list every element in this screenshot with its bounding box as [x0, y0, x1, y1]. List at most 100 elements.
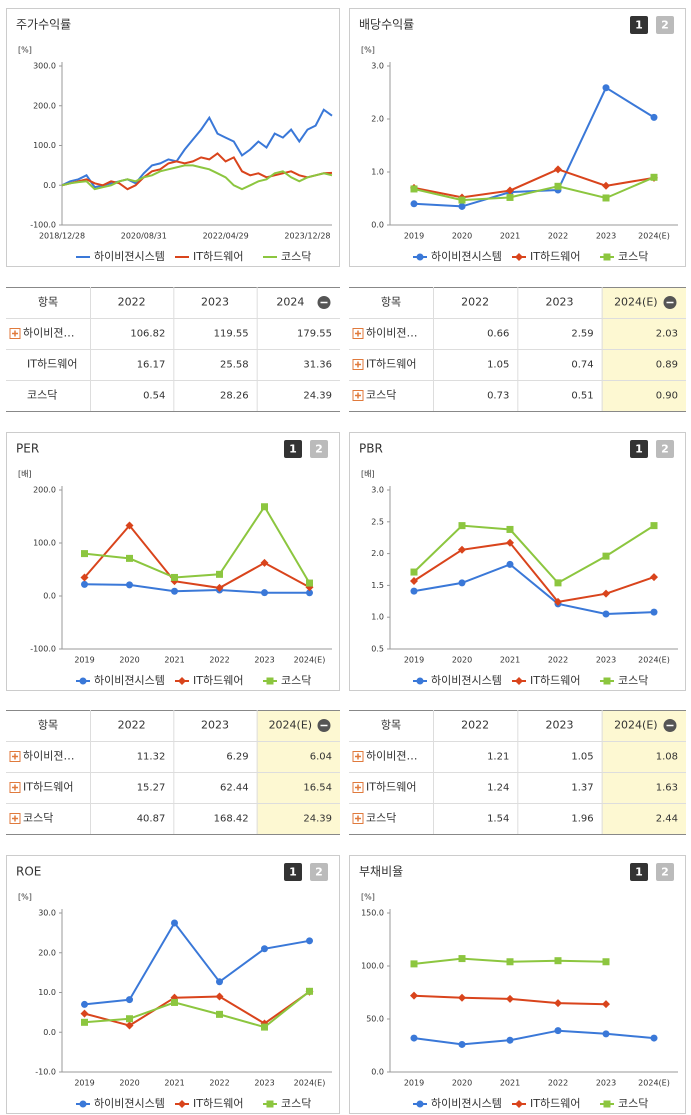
table-cell: 106.82: [130, 329, 165, 340]
expand-plus[interactable]: [12, 815, 18, 822]
y-tick-label: 10.0: [38, 988, 56, 997]
expand-plus[interactable]: [12, 330, 18, 337]
unit-label: [배]: [18, 470, 32, 479]
table-cell: 31.36: [303, 360, 332, 371]
page-button[interactable]: [630, 16, 648, 34]
expand-plus[interactable]: [355, 815, 361, 822]
point: [458, 993, 466, 1002]
x-tick-label: 2022: [548, 1079, 568, 1088]
point: [306, 937, 313, 945]
x-tick-label: 2022/04/29: [203, 232, 249, 241]
page-button-label[interactable]: 2: [315, 866, 323, 879]
table-header: 항목: [38, 296, 58, 309]
point: [603, 677, 611, 685]
table-cell: 0.54: [143, 391, 165, 402]
expand-plus[interactable]: [355, 361, 361, 368]
page-button-label[interactable]: 2: [661, 443, 669, 456]
page-button-label[interactable]: 1: [635, 866, 643, 879]
expand-plus[interactable]: [355, 392, 361, 399]
table-header: 2023: [201, 719, 229, 732]
page-button[interactable]: [656, 16, 674, 34]
point: [458, 579, 466, 587]
row-label: 하이비젼…: [23, 749, 74, 763]
page-button[interactable]: [284, 440, 302, 458]
x-tick-label: 2024(E): [638, 232, 670, 241]
legend-label: 하이비젼시스템: [431, 249, 502, 263]
y-tick-label: 2.0: [371, 115, 384, 124]
point: [216, 570, 223, 578]
legend-label: 하이비젼시스템: [94, 1096, 165, 1110]
table-cell: 1.08: [656, 752, 678, 763]
row-label: IT하드웨어: [27, 357, 77, 371]
table-cell: 40.87: [137, 814, 166, 825]
table-cell: 16.54: [303, 783, 332, 794]
x-tick-label: 2021: [164, 656, 184, 665]
point: [515, 1100, 523, 1108]
page-button[interactable]: [656, 440, 674, 458]
point: [602, 194, 610, 202]
page-button-label[interactable]: 1: [289, 443, 297, 456]
x-tick-label: 2024(E): [294, 1079, 326, 1088]
page-button-label[interactable]: 1: [635, 443, 643, 456]
table-header: 2024(E): [614, 719, 658, 732]
series-line: [61, 152, 333, 191]
page-button-label[interactable]: 2: [315, 443, 323, 456]
page-button[interactable]: [630, 863, 648, 881]
point: [215, 992, 224, 1001]
point: [506, 193, 514, 201]
point: [650, 1034, 658, 1042]
legend-label: IT하드웨어: [193, 1096, 243, 1110]
point: [416, 253, 424, 261]
row-label: 하이비젼…: [366, 749, 417, 763]
expand-plus[interactable]: [12, 753, 18, 760]
point: [650, 608, 658, 616]
table-header: 항목: [38, 719, 58, 732]
page-button-label[interactable]: 1: [289, 866, 297, 879]
table-cell: 28.26: [220, 391, 249, 402]
x-tick-label: 2020: [452, 232, 472, 241]
point: [554, 1027, 562, 1035]
point: [602, 1000, 610, 1009]
expand-plus[interactable]: [355, 753, 361, 760]
table-header: 2023: [201, 296, 229, 309]
page-button[interactable]: [310, 863, 328, 881]
panel-title: 부채비율: [359, 865, 403, 879]
x-tick-label: 2023: [596, 1079, 616, 1088]
table-cell: 2.03: [656, 329, 678, 340]
page-button-label[interactable]: 2: [661, 866, 669, 879]
panel: [349, 8, 686, 267]
legend-label: IT하드웨어: [530, 673, 580, 687]
y-tick-label: 2.5: [371, 517, 384, 526]
y-tick-label: 200.0: [33, 101, 56, 110]
point: [81, 580, 88, 588]
point: [266, 1100, 274, 1108]
expand-plus[interactable]: [355, 330, 361, 337]
expand-plus[interactable]: [355, 784, 361, 791]
page-button-label[interactable]: 1: [635, 19, 643, 32]
table-cell: 1.96: [571, 814, 593, 825]
legend-label: 코스닥: [618, 250, 648, 263]
page-button-label[interactable]: 2: [661, 19, 669, 32]
legend-label: 하이비젼시스템: [431, 1096, 502, 1110]
point: [650, 173, 658, 181]
page-button[interactable]: [630, 440, 648, 458]
table-cell: 0.73: [487, 391, 509, 402]
page-button[interactable]: [284, 863, 302, 881]
x-tick-label: 2022: [209, 1079, 229, 1088]
table-cell: 1.24: [487, 783, 509, 794]
expand-plus[interactable]: [12, 784, 18, 791]
point: [171, 919, 178, 927]
point: [410, 960, 418, 968]
series-line: [413, 1029, 655, 1046]
y-tick-label: 150.0: [361, 909, 384, 918]
y-tick-label: 0.5: [371, 645, 384, 654]
point: [603, 253, 611, 261]
y-tick-label: 300.0: [33, 62, 56, 71]
page-button[interactable]: [310, 440, 328, 458]
table-cell: 24.39: [303, 814, 332, 825]
point: [416, 677, 424, 685]
page-button[interactable]: [656, 863, 674, 881]
row-label: IT하드웨어: [366, 780, 416, 794]
x-tick-label: 2021: [500, 1079, 520, 1088]
